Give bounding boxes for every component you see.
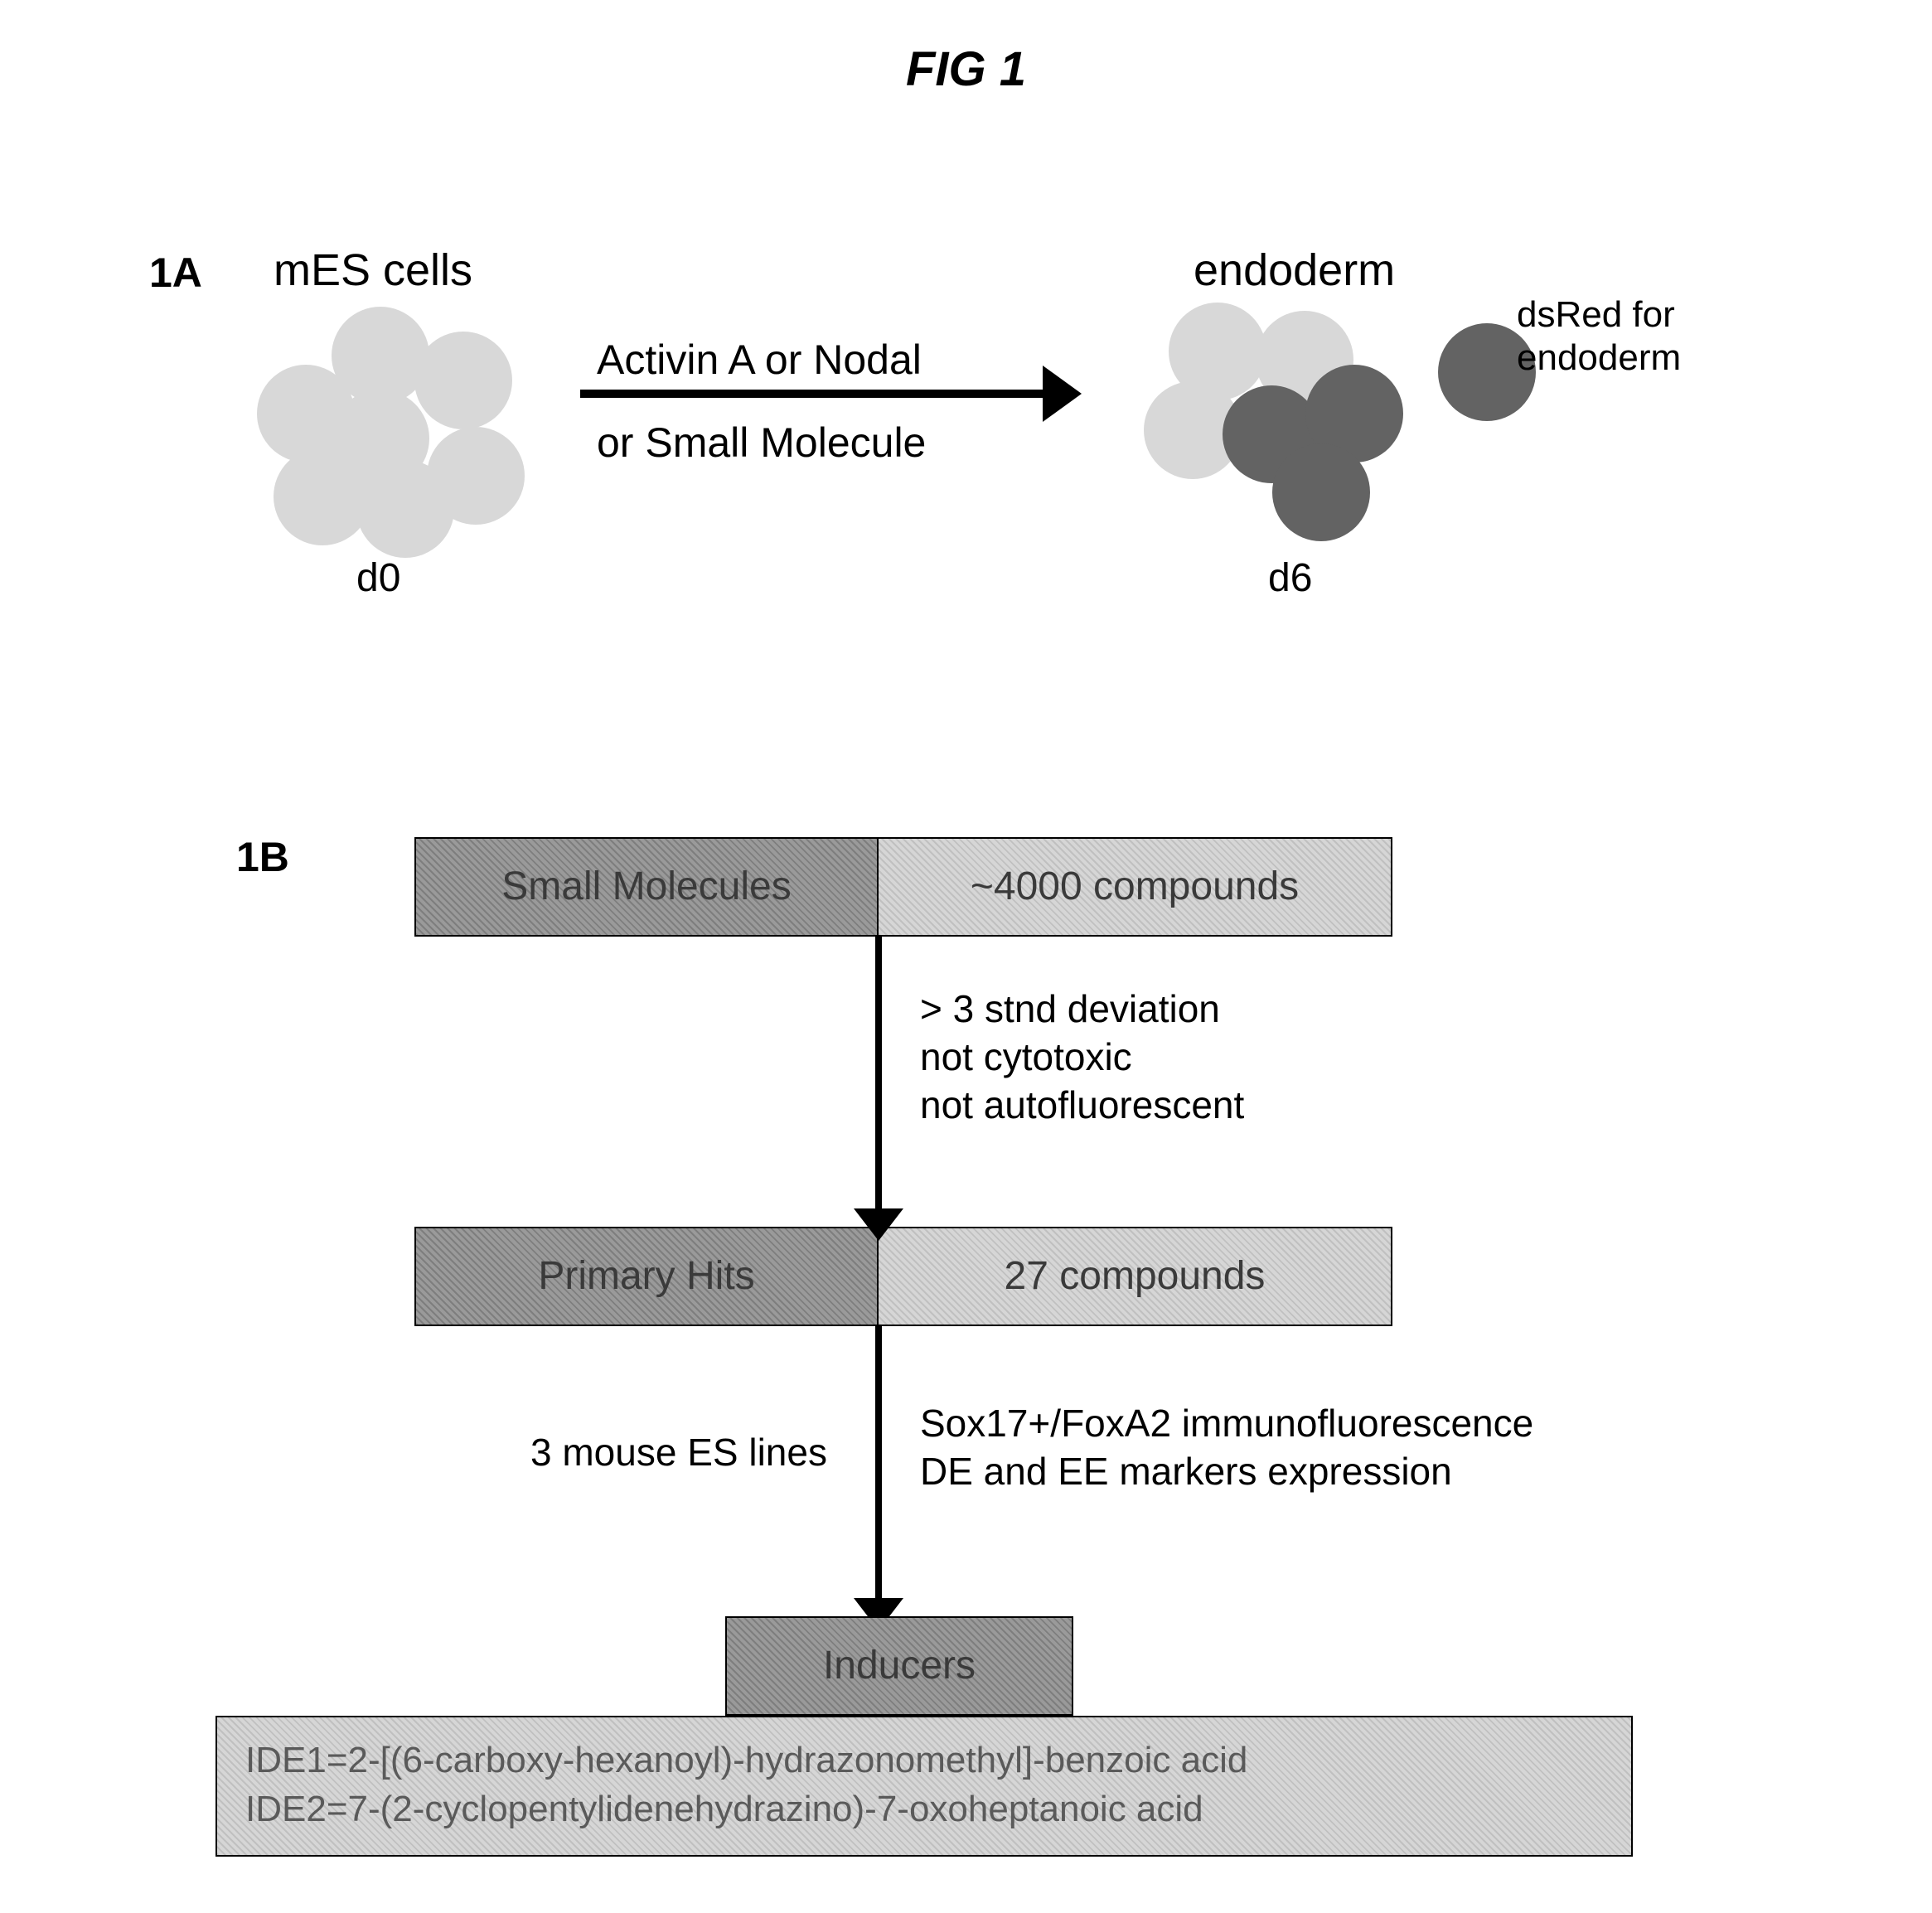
panel-1a-label: 1A — [149, 249, 202, 297]
endoderm-cell-dsred — [1272, 443, 1370, 541]
flow-row-right-text-1: 27 compounds — [1005, 1255, 1266, 1299]
flow-arrow-0-right-line-0: > 3 stnd deviation — [920, 986, 1220, 1031]
arrow-a-label-line2: or Small Molecule — [597, 419, 926, 467]
mes-day-label: d0 — [356, 555, 400, 601]
panel-a-arrow-head — [1043, 366, 1082, 422]
panel-1b-label: 1B — [236, 833, 289, 881]
dsred-label-line2: endoderm — [1517, 337, 1681, 379]
endoderm-title: endoderm — [1194, 245, 1395, 296]
inducers-box-text: Inducers — [823, 1644, 976, 1688]
inducers-box: Inducers — [725, 1616, 1073, 1716]
result-box: IDE1=2-[(6-carboxy-hexanoyl)-hydrazonome… — [215, 1716, 1633, 1857]
flow-row-left-1: Primary Hits — [414, 1227, 879, 1326]
arrow-a-label-line1: Activin A or Nodal — [597, 336, 922, 384]
mes-cell — [274, 448, 371, 545]
result-line1: IDE1=2-[(6-carboxy-hexanoyl)-hydrazonome… — [245, 1736, 1603, 1785]
flow-row-left-text-0: Small Molecules — [501, 865, 791, 909]
flow-row-right-text-0: ~4000 compounds — [971, 865, 1299, 909]
dsred-label-line1: dsRed for — [1517, 294, 1675, 336]
flow-arrow-0-right-line-2: not autofluorescent — [920, 1082, 1244, 1127]
mes-cells-title: mES cells — [274, 245, 472, 296]
flow-row-left-text-1: Primary Hits — [538, 1255, 754, 1299]
figure-title: FIG 1 — [906, 41, 1026, 97]
flow-arrow-0-right-line-1: not cytotoxic — [920, 1034, 1132, 1079]
panel-a-arrow — [580, 390, 1044, 398]
flow-arrow-0 — [875, 937, 882, 1210]
endoderm-day-label: d6 — [1268, 555, 1312, 601]
flow-arrow-1 — [875, 1326, 882, 1600]
flow-row-right-0: ~4000 compounds — [879, 837, 1392, 937]
result-line2: IDE2=7-(2-cyclopentylidenehydrazino)-7-o… — [245, 1785, 1603, 1833]
flow-row-right-1: 27 compounds — [879, 1227, 1392, 1326]
mes-cell — [427, 427, 525, 525]
flow-row-left-0: Small Molecules — [414, 837, 879, 937]
flow-arrow-1-left-line-0: 3 mouse ES lines — [530, 1430, 827, 1475]
flow-arrow-head-0 — [854, 1208, 903, 1241]
mes-cell — [414, 332, 512, 429]
flow-arrow-1-right-line-1: DE and EE markers expression — [920, 1449, 1452, 1494]
flow-arrow-1-right-line-0: Sox17+/FoxA2 immunofluorescence — [920, 1401, 1533, 1446]
